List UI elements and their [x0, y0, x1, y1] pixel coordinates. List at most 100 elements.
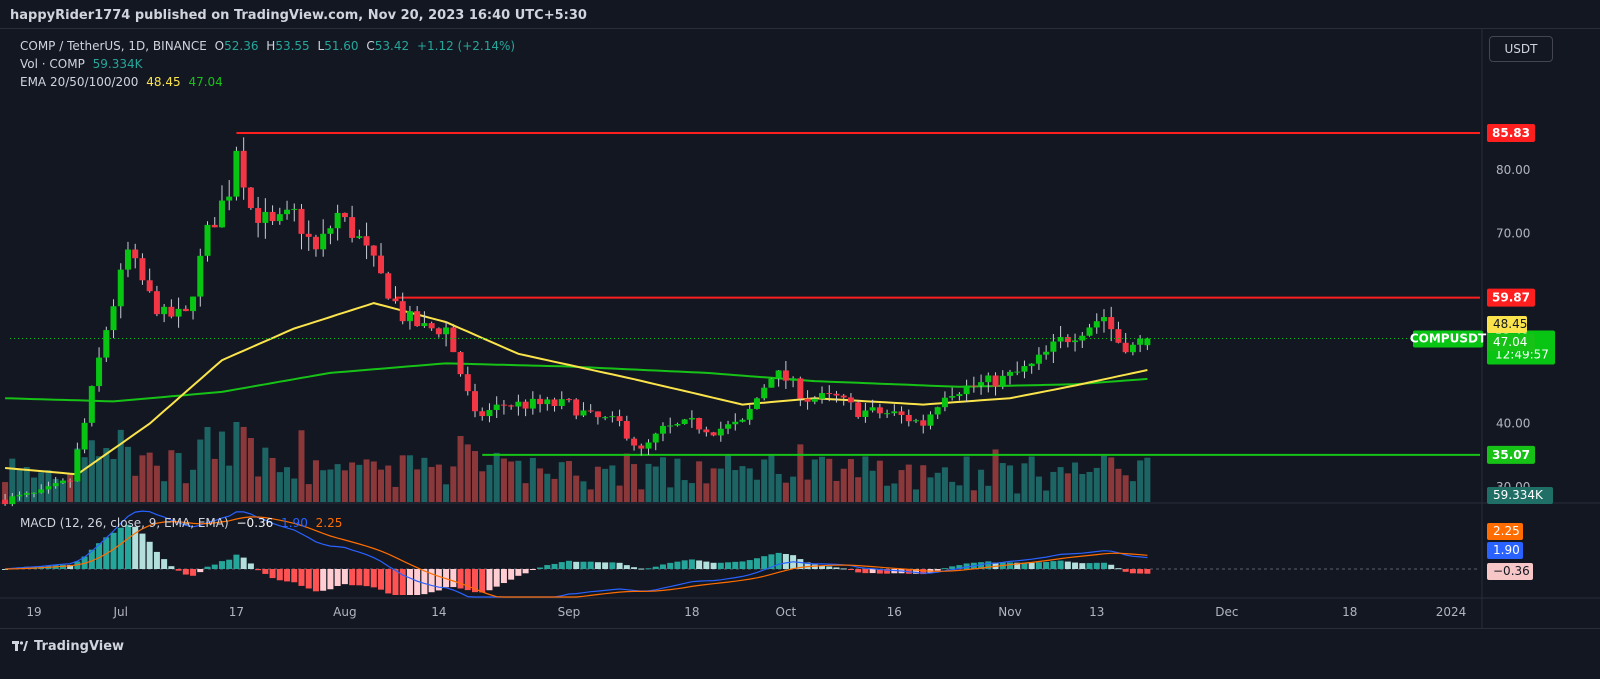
macd-histogram-bar	[132, 526, 139, 569]
candle-body	[1014, 371, 1021, 373]
volume-bar	[985, 485, 992, 502]
macd-histogram-bar	[782, 553, 789, 569]
macd-histogram-bar	[255, 569, 262, 571]
macd-histogram-bar	[667, 562, 674, 569]
volume-bar	[833, 480, 840, 502]
macd-histogram-bar	[710, 562, 717, 569]
volume-bar	[508, 461, 515, 502]
macd-histogram-bar	[385, 569, 392, 594]
volume-bar	[146, 452, 153, 502]
macd-histogram-bar	[753, 558, 760, 569]
candle-body	[609, 416, 616, 418]
symbol-legend: COMP / TetherUS, 1D, BINANCE O52.36 H53.…	[20, 39, 519, 53]
candle-body	[1100, 317, 1107, 322]
currency-button[interactable]: USDT	[1489, 36, 1553, 62]
candle-body	[985, 375, 992, 383]
macd-histogram-bar	[392, 569, 399, 595]
candle-body	[927, 414, 934, 426]
volume-bar	[31, 477, 37, 502]
time-tick-label: 17	[229, 605, 244, 619]
macd-signal-line	[5, 516, 1148, 598]
volume-bar	[978, 469, 985, 502]
volume-bar	[790, 476, 797, 502]
candle-body	[312, 236, 319, 250]
macd-histogram-bar	[67, 564, 74, 569]
volume-bar	[565, 461, 572, 502]
volume-bar	[262, 447, 269, 502]
macd-histogram-bar	[515, 569, 522, 576]
candle-body	[88, 386, 95, 423]
candle-body	[96, 357, 103, 387]
volume-bar	[927, 477, 934, 502]
volume-bar	[746, 468, 753, 502]
volume-bar	[52, 479, 59, 502]
candle-body	[674, 423, 681, 426]
volume-bar	[457, 436, 464, 502]
candle-body	[479, 411, 486, 417]
candle-body	[428, 323, 435, 329]
volume-bar	[537, 468, 544, 502]
volume-bar	[869, 470, 876, 502]
volume-bar	[573, 475, 580, 502]
macd-histogram-bar	[717, 562, 724, 569]
ema-legend: EMA 20/50/100/200 48.45 47.04	[20, 75, 227, 89]
candle-body	[146, 280, 153, 292]
candle-body	[941, 397, 948, 408]
volume-bar	[385, 465, 392, 502]
macd-histogram-bar	[320, 569, 327, 591]
macd-histogram-bar	[1129, 569, 1136, 574]
time-tick-label: Aug	[333, 605, 356, 619]
symbol-name[interactable]: COMP / TetherUS, 1D, BINANCE	[20, 39, 207, 53]
macd-histogram-bar	[797, 559, 804, 569]
time-tick-label: Oct	[776, 605, 797, 619]
volume-bar	[970, 490, 977, 502]
volume-bar	[522, 483, 529, 502]
macd-histogram-bar	[537, 567, 544, 569]
candle-body	[819, 393, 826, 399]
volume-label: Vol · COMP	[20, 57, 85, 71]
level-price-text: 35.07	[1492, 448, 1530, 462]
ema-green-line	[5, 362, 1148, 403]
macd-value-text: 2.25	[1493, 524, 1520, 538]
volume-bar	[956, 485, 963, 502]
volume-bar	[153, 465, 160, 502]
macd-histogram-bar	[356, 569, 363, 586]
macd-histogram-bar	[1006, 562, 1013, 569]
candle-body	[1028, 363, 1035, 367]
candle-body	[1035, 354, 1042, 364]
macd-histogram-bar	[1064, 561, 1071, 569]
candle-body	[688, 417, 695, 420]
high-label: H	[266, 39, 276, 53]
candle-body	[9, 496, 16, 505]
candle-body	[67, 480, 74, 482]
candle-body	[978, 382, 985, 386]
volume-bar	[378, 469, 385, 502]
candle-body	[775, 370, 782, 379]
volume-bar	[1072, 462, 1079, 502]
candle-body	[710, 432, 717, 436]
volume-bar	[464, 444, 471, 502]
volume-bar	[190, 469, 197, 502]
volume-bar	[551, 478, 558, 502]
candle-body	[45, 486, 52, 490]
candle-body	[580, 410, 587, 416]
macd-histogram-bar	[645, 568, 652, 570]
macd-signal-value: 2.25	[315, 516, 343, 530]
close-label: C	[366, 39, 375, 53]
candle-body	[298, 208, 305, 234]
volume-bar	[168, 450, 175, 502]
volume-bar	[1115, 468, 1122, 502]
macd-value-tag	[1487, 563, 1533, 580]
tradingview-logo[interactable]: TradingView	[12, 639, 124, 654]
macd-histogram-bar	[312, 569, 319, 592]
macd-histogram-bar	[847, 569, 854, 570]
candle-body	[1072, 340, 1079, 343]
macd-histogram-bar	[978, 562, 985, 569]
macd-value-text: 1.90	[1493, 543, 1520, 557]
candle-body	[811, 398, 818, 402]
candle-body	[472, 391, 479, 412]
level-price-tag	[1487, 124, 1535, 143]
macd-histogram-bar	[696, 560, 703, 569]
volume-bar	[761, 459, 768, 502]
